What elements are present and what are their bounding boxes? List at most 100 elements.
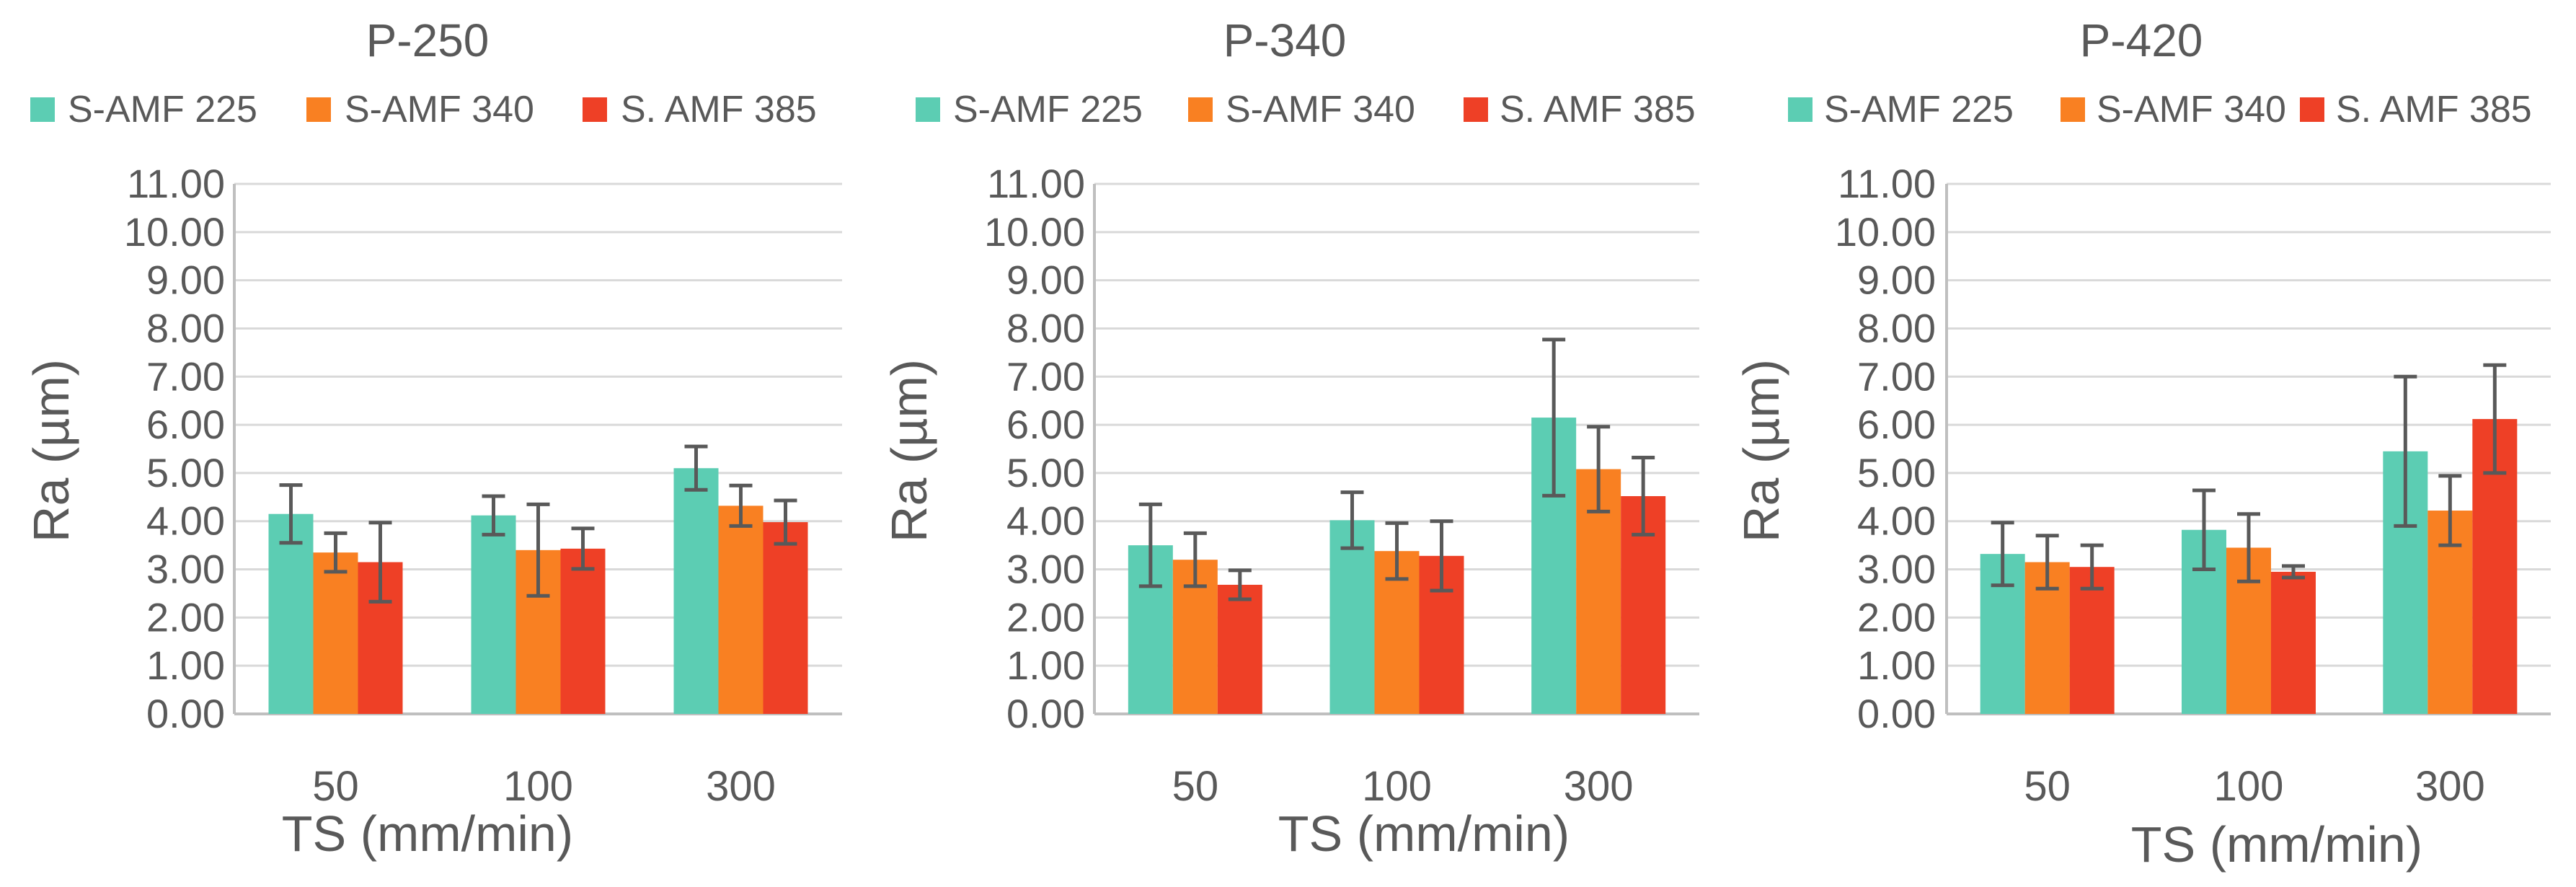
y-tick-label: 10.00 xyxy=(124,209,225,255)
y-tick-labels: 0.001.002.003.004.005.006.007.008.009.00… xyxy=(124,161,225,736)
y-tick-label: 9.00 xyxy=(1006,257,1085,303)
error-bar xyxy=(2438,474,2462,547)
error-bar xyxy=(482,494,505,537)
y-tick-label: 4.00 xyxy=(146,498,225,544)
chart-title: P-250 xyxy=(366,14,490,66)
error-bar xyxy=(2237,512,2260,583)
bar-s-amf-340-300 xyxy=(718,506,763,714)
error-bar xyxy=(324,531,348,574)
chart-panel-p420: P-420 S-AMF 225 S-AMF 340 S. AMF 385 0.0… xyxy=(1733,14,2551,873)
y-tick-label: 6.00 xyxy=(1857,402,1936,447)
bar-s-amf-225-100 xyxy=(471,515,516,714)
y-tick-label: 0.00 xyxy=(1857,691,1936,736)
y-tick-label: 1.00 xyxy=(146,643,225,688)
x-tick-label: 100 xyxy=(503,763,573,810)
bars xyxy=(268,444,808,714)
error-bar xyxy=(2394,374,2417,528)
error-bar xyxy=(1587,425,1611,513)
x-tick-label: 50 xyxy=(312,763,359,810)
legend-label: S-AMF 225 xyxy=(953,89,1143,131)
bars xyxy=(1980,363,2518,714)
y-tick-label: 8.00 xyxy=(1857,305,1936,350)
error-bar xyxy=(1430,519,1453,593)
error-bar xyxy=(1632,456,1655,537)
y-tick-label: 6.00 xyxy=(1006,402,1085,447)
legend-swatch xyxy=(583,97,607,122)
bar-s-amf-225-300 xyxy=(673,468,719,714)
bar-s-amf-225-50 xyxy=(268,513,314,714)
x-tick-label: 300 xyxy=(706,763,776,810)
chart-panel-p250: P-250 S-AMF 225 S-AMF 340 S. AMF 385 0.0… xyxy=(23,14,842,862)
x-axis-label: TS (mm/min) xyxy=(2131,816,2422,873)
y-axis-label: Ra (µm) xyxy=(881,359,937,542)
error-bar xyxy=(774,498,797,546)
x-tick-label: 50 xyxy=(1172,763,1219,810)
legend: S-AMF 225 S-AMF 340 S. AMF 385 xyxy=(1788,89,2532,131)
x-tick-labels: 50 100 300 xyxy=(312,763,776,810)
bar-s-amf-225-100 xyxy=(1329,520,1375,714)
legend-swatch xyxy=(2061,97,2085,122)
legend-swatch xyxy=(2300,97,2324,122)
error-bar xyxy=(2080,543,2104,591)
legend-swatch xyxy=(1464,97,1488,122)
y-tick-label: 1.00 xyxy=(1857,643,1936,688)
y-tick-label: 2.00 xyxy=(146,594,225,640)
y-tick-label: 5.00 xyxy=(1006,450,1085,495)
legend: S-AMF 225 S-AMF 340 S. AMF 385 xyxy=(30,89,817,131)
error-bar xyxy=(1385,521,1409,581)
y-tick-label: 7.00 xyxy=(1006,353,1085,399)
chart-title: P-340 xyxy=(1223,14,1347,66)
bar-s-amf-385-300 xyxy=(763,522,808,714)
y-tick-label: 10.00 xyxy=(984,209,1085,255)
y-tick-label: 3.00 xyxy=(1857,547,1936,592)
legend-label: S-AMF 340 xyxy=(2097,89,2286,131)
error-bar xyxy=(571,526,595,571)
y-axis-label: Ra (µm) xyxy=(1733,359,1789,542)
error-bar xyxy=(1340,490,1364,550)
bar-s-amf-385-100 xyxy=(2271,571,2316,714)
y-tick-label: 11.00 xyxy=(127,161,225,206)
legend: S-AMF 225 S-AMF 340 S. AMF 385 xyxy=(916,89,1696,131)
error-bar xyxy=(1228,568,1252,601)
y-tick-label: 4.00 xyxy=(1006,498,1085,544)
y-tick-label: 2.00 xyxy=(1006,594,1085,640)
legend-label: S-AMF 340 xyxy=(1226,89,1415,131)
error-bar xyxy=(2483,363,2507,475)
bar-s-amf-385-50 xyxy=(1217,584,1262,714)
legend-swatch xyxy=(1788,97,1813,122)
legend-label: S. AMF 385 xyxy=(1500,89,1696,131)
legend-swatch xyxy=(30,97,55,122)
y-tick-label: 5.00 xyxy=(1857,450,1936,495)
legend-label: S. AMF 385 xyxy=(2336,89,2532,131)
error-bar xyxy=(729,483,753,528)
x-tick-label: 100 xyxy=(1362,763,1432,810)
y-axis-label: Ra (µm) xyxy=(23,359,79,542)
error-bar xyxy=(2035,534,2059,591)
y-tick-label: 8.00 xyxy=(1006,305,1085,350)
y-tick-label: 1.00 xyxy=(1006,643,1085,688)
y-tick-label: 0.00 xyxy=(1006,691,1085,736)
legend-label: S-AMF 340 xyxy=(345,89,534,131)
y-tick-label: 2.00 xyxy=(1857,594,1936,640)
bar-s-amf-385-50 xyxy=(2069,567,2115,714)
error-bar xyxy=(279,483,303,545)
legend-swatch xyxy=(1188,97,1213,122)
bars xyxy=(1128,337,1666,714)
error-bar xyxy=(2192,488,2216,572)
legend-swatch xyxy=(916,97,940,122)
bar-s-amf-385-100 xyxy=(560,548,606,714)
error-bar xyxy=(684,444,708,492)
y-tick-label: 9.00 xyxy=(1857,257,1936,303)
x-tick-label: 300 xyxy=(2415,763,2485,810)
x-tick-labels: 50 100 300 xyxy=(2024,763,2484,810)
legend-label: S-AMF 225 xyxy=(1824,89,2014,131)
error-bar xyxy=(368,521,392,604)
y-tick-label: 8.00 xyxy=(146,305,225,350)
y-tick-labels: 0.001.002.003.004.005.006.007.008.009.00… xyxy=(1835,161,1936,736)
bar-s-amf-340-50 xyxy=(313,552,358,714)
y-tick-label: 4.00 xyxy=(1857,498,1936,544)
y-tick-label: 9.00 xyxy=(146,257,225,303)
x-axis-label: TS (mm/min) xyxy=(282,806,573,862)
y-tick-label: 7.00 xyxy=(146,353,225,399)
